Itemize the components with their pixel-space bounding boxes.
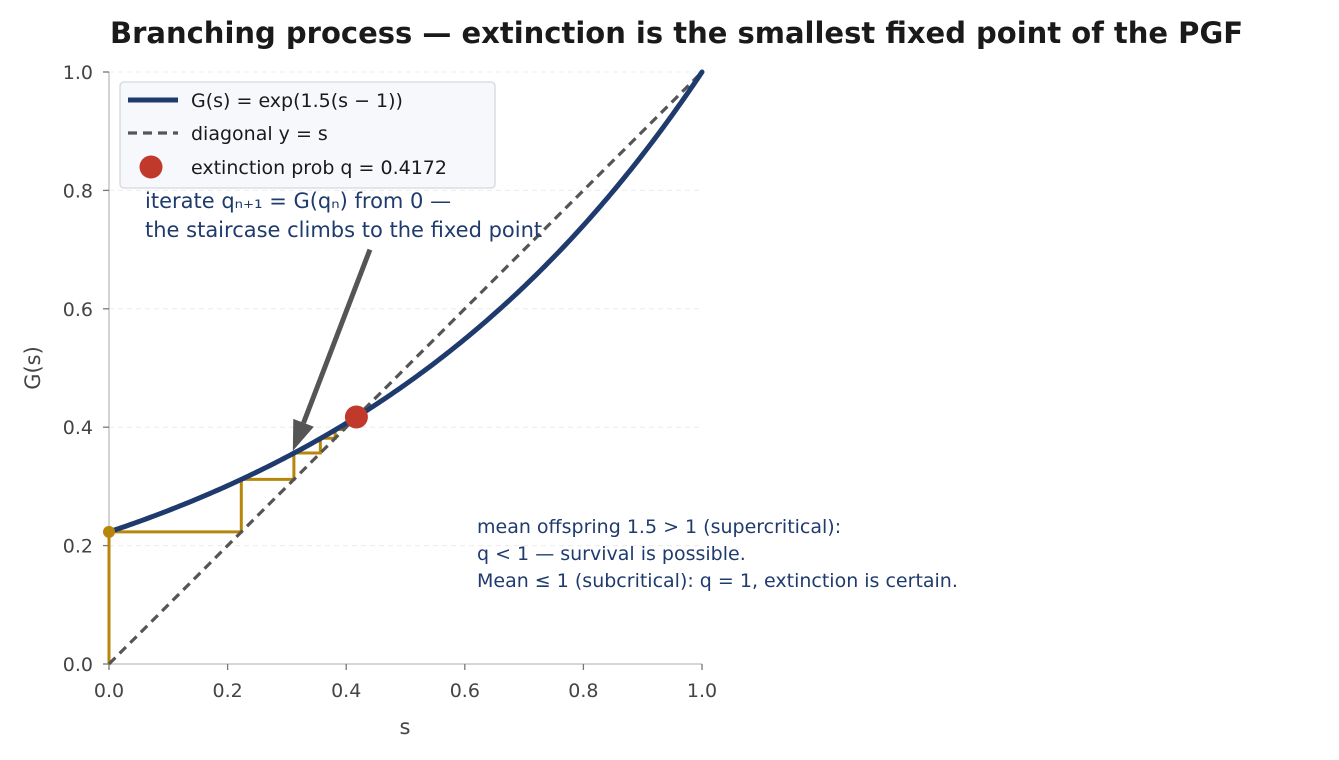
annotation-arrow-shaft	[301, 248, 373, 424]
annotation-arrow	[292, 248, 373, 451]
legend-label-point: extinction prob q = 0.4172	[191, 157, 447, 179]
y-tick-label-1: 0.2	[63, 536, 93, 558]
legend-label-curve: G(s) = exp(1.5(s − 1))	[191, 90, 403, 112]
annotation-info-line-2: q < 1 — survival is possible.	[477, 543, 746, 565]
x-axis-label: s	[400, 715, 411, 739]
x-axis-ticks: 0.0 0.2 0.4 0.6 0.8 1.0	[94, 664, 717, 702]
annotation-arrow-line-1: iterate qₙ₊₁ = G(qₙ) from 0 —	[145, 189, 451, 213]
staircase-start-point	[103, 525, 115, 538]
y-tick-label-2: 0.4	[63, 417, 93, 439]
annotation-info-line-1: mean offspring 1.5 > 1 (supercritical):	[477, 516, 841, 538]
diagonal-line	[107, 70, 704, 666]
legend-swatch-point	[139, 155, 163, 179]
x-tick-label-3: 0.6	[450, 680, 480, 702]
annotation-arrow-head	[292, 418, 314, 451]
annotation-info-text: mean offspring 1.5 > 1 (supercritical): …	[477, 516, 958, 592]
legend-frame	[119, 81, 496, 189]
y-tick-label-4: 0.8	[63, 180, 93, 202]
y-tick-label-5: 1.0	[63, 62, 93, 84]
y-tick-label-0: 0.0	[63, 654, 93, 676]
y-axis-label: G(s)	[21, 346, 45, 390]
pgf-curve	[106, 69, 705, 535]
x-tick-label-0: 0.0	[94, 680, 124, 702]
legend: G(s) = exp(1.5(s − 1)) diagonal y = s ex…	[119, 81, 496, 189]
x-tick-label-4: 0.8	[568, 680, 598, 702]
chart-title: Branching process — extinction is the sm…	[110, 16, 1243, 50]
y-tick-label-3: 0.6	[63, 299, 93, 321]
x-tick-label-2: 0.4	[331, 680, 361, 702]
legend-label-diagonal: diagonal y = s	[191, 123, 328, 145]
annotation-info-line-3: Mean ≤ 1 (subcritical): q = 1, extinctio…	[477, 570, 958, 592]
annotation-arrow-text: iterate qₙ₊₁ = G(qₙ) from 0 — the stairc…	[145, 189, 542, 242]
extinction-point	[344, 405, 368, 429]
y-axis-ticks: 0.0 0.2 0.4 0.6 0.8 1.0	[63, 62, 109, 676]
x-tick-label-1: 0.2	[212, 680, 242, 702]
annotation-arrow-line-2: the staircase climbs to the fixed point	[145, 218, 542, 242]
x-tick-label-5: 1.0	[687, 680, 717, 702]
